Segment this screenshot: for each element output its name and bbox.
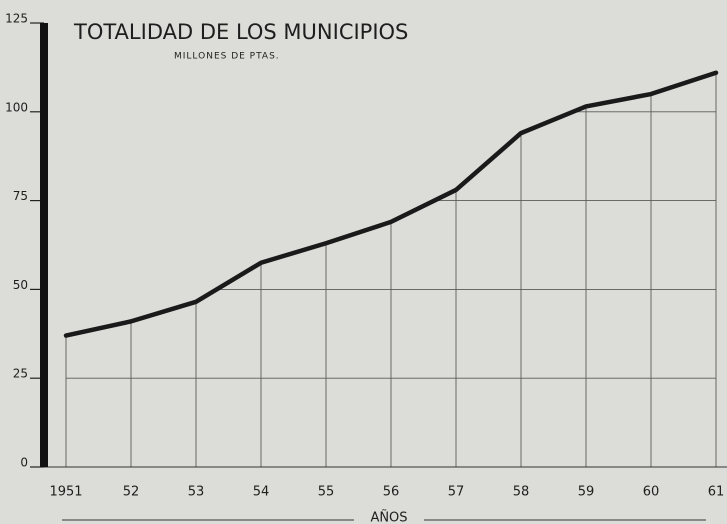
y-tick-label: 125 — [5, 12, 28, 26]
y-tick-label: 50 — [13, 278, 28, 292]
x-tick-label: 59 — [578, 485, 595, 500]
x-tick-label: 60 — [643, 485, 660, 500]
x-axis-label: AÑOS — [370, 510, 407, 524]
chart-subtitle: MILLONES DE PTAS. — [174, 52, 280, 62]
y-tick-label: 100 — [5, 100, 28, 114]
x-tick-label: 61 — [708, 485, 725, 500]
x-tick-label: 57 — [448, 485, 465, 500]
data-line — [63, 70, 719, 338]
x-tick-label: 58 — [513, 485, 530, 500]
y-tick-label: 25 — [13, 367, 28, 381]
y-axis — [40, 23, 48, 467]
x-tick-label: 1951 — [49, 485, 82, 500]
x-tick-label: 53 — [188, 485, 205, 500]
x-tick-label: 56 — [383, 485, 400, 500]
label-gap — [354, 511, 424, 524]
y-tick-label: 0 — [20, 456, 28, 470]
chart-title: TOTALIDAD DE LOS MUNICIPIOS — [73, 20, 408, 44]
x-tick-label: 55 — [318, 485, 335, 500]
y-tick-label: 75 — [13, 189, 28, 203]
x-tick-label: 52 — [123, 485, 140, 500]
x-tick-label: 54 — [253, 485, 270, 500]
